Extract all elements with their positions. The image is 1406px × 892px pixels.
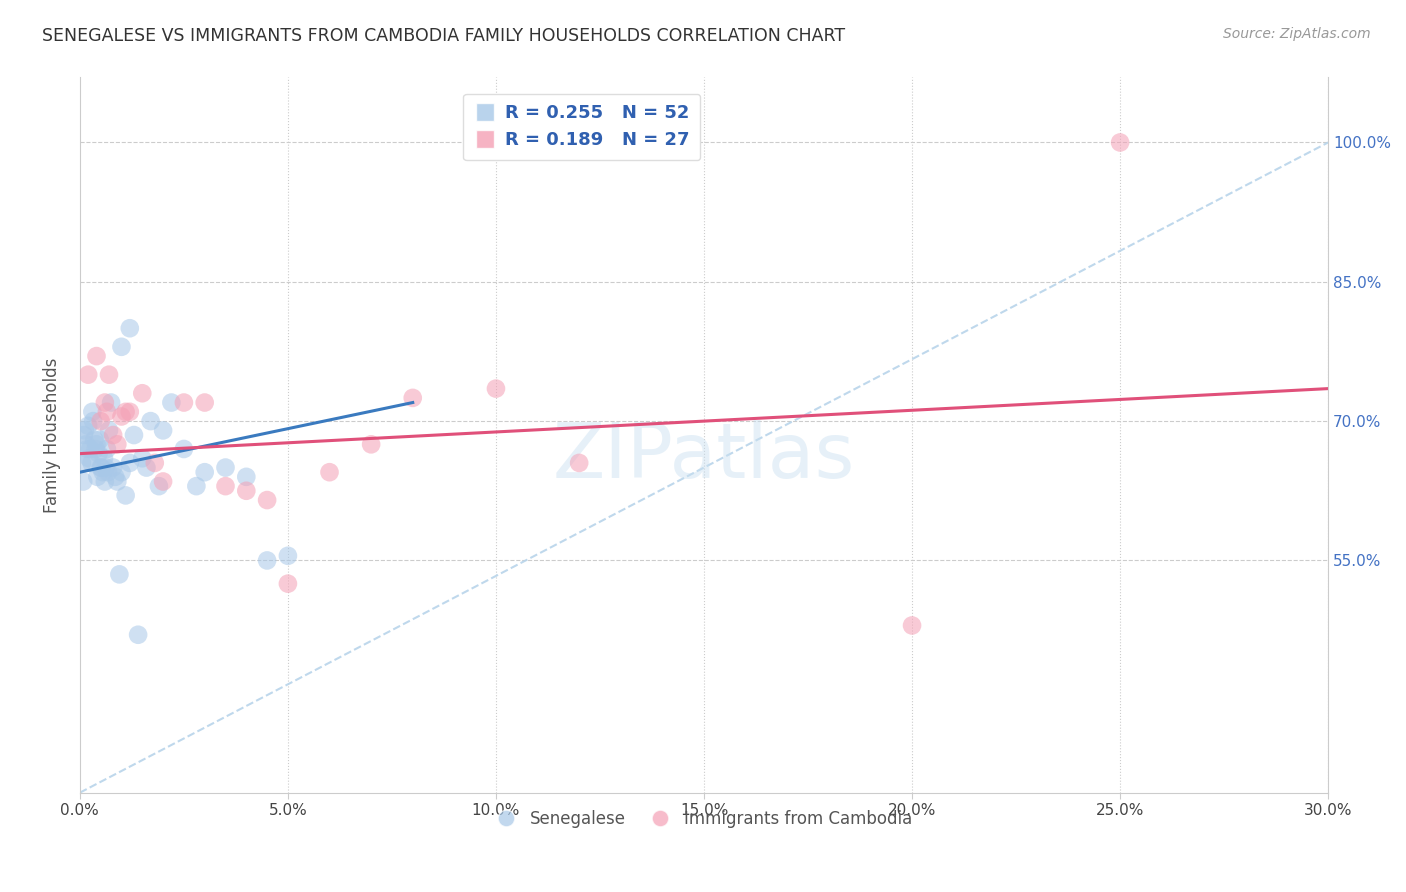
Point — [110, 340, 132, 354]
Point — [100, 395, 122, 409]
Point — [87, 447, 110, 461]
Point — [127, 628, 149, 642]
Point — [148, 479, 170, 493]
Point — [101, 460, 124, 475]
Text: ZIPatlas: ZIPatlas — [553, 419, 855, 493]
Point — [75, 437, 97, 451]
Point — [89, 433, 111, 447]
Point — [90, 414, 112, 428]
Point — [122, 428, 145, 442]
Point — [77, 418, 100, 433]
Point — [73, 424, 96, 438]
Point — [86, 437, 108, 451]
Text: SENEGALESE VS IMMIGRANTS FROM CAMBODIA FAMILY HOUSEHOLDS CORRELATION CHART: SENEGALESE VS IMMIGRANTS FROM CAMBODIA F… — [42, 27, 845, 45]
Point — [110, 465, 132, 479]
Point — [90, 460, 112, 475]
Point — [90, 460, 112, 475]
Point — [235, 483, 257, 498]
Point — [901, 618, 924, 632]
Point — [94, 395, 117, 409]
Point — [86, 349, 108, 363]
Point — [235, 470, 257, 484]
Point — [96, 442, 118, 456]
Point — [105, 475, 128, 489]
Y-axis label: Family Households: Family Households — [44, 358, 60, 513]
Point — [152, 475, 174, 489]
Point — [152, 424, 174, 438]
Point — [118, 405, 141, 419]
Point — [72, 475, 94, 489]
Point — [402, 391, 425, 405]
Point — [173, 442, 195, 456]
Legend: Senegalese, Immigrants from Cambodia: Senegalese, Immigrants from Cambodia — [489, 803, 918, 834]
Point — [97, 465, 120, 479]
Point — [93, 451, 115, 466]
Point — [70, 456, 93, 470]
Point — [83, 433, 105, 447]
Point — [143, 456, 166, 470]
Point — [186, 479, 208, 493]
Point — [173, 395, 195, 409]
Point — [118, 456, 141, 470]
Point — [98, 368, 121, 382]
Point — [84, 442, 107, 456]
Point — [214, 460, 236, 475]
Point — [131, 451, 153, 466]
Point — [77, 368, 100, 382]
Point — [139, 414, 162, 428]
Point — [135, 460, 157, 475]
Point — [73, 428, 96, 442]
Point — [568, 456, 591, 470]
Point — [485, 382, 508, 396]
Point — [94, 460, 117, 475]
Point — [114, 405, 136, 419]
Point — [104, 470, 127, 484]
Point — [98, 424, 121, 438]
Point — [114, 488, 136, 502]
Point — [256, 553, 278, 567]
Point — [82, 405, 104, 419]
Point — [256, 493, 278, 508]
Point — [194, 465, 217, 479]
Point — [80, 456, 103, 470]
Point — [76, 442, 98, 456]
Point — [277, 549, 299, 563]
Point — [131, 386, 153, 401]
Point — [277, 576, 299, 591]
Point — [214, 479, 236, 493]
Point — [318, 465, 340, 479]
Point — [79, 442, 101, 456]
Point — [94, 475, 117, 489]
Point — [160, 395, 183, 409]
Point — [108, 567, 131, 582]
Point — [360, 437, 382, 451]
Point — [105, 437, 128, 451]
Point — [101, 428, 124, 442]
Point — [86, 470, 108, 484]
Point — [1109, 136, 1132, 150]
Point — [77, 451, 100, 466]
Point — [91, 465, 114, 479]
Point — [110, 409, 132, 424]
Point — [96, 405, 118, 419]
Point — [194, 395, 217, 409]
Point — [82, 414, 104, 428]
Text: Source: ZipAtlas.com: Source: ZipAtlas.com — [1223, 27, 1371, 41]
Point — [118, 321, 141, 335]
